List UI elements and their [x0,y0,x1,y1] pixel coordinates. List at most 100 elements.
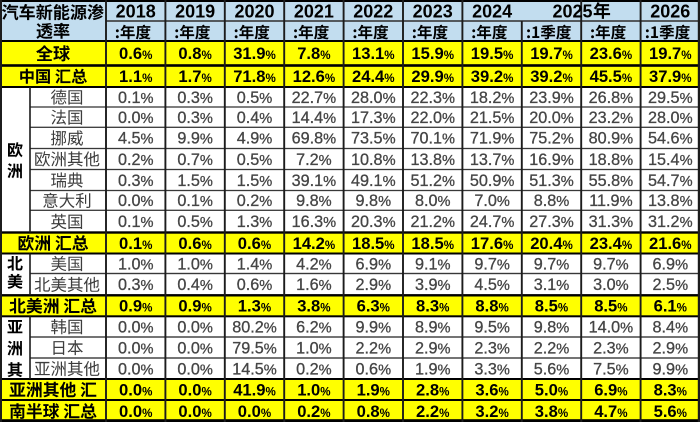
svg-text:9.7%: 9.7% [534,255,570,273]
svg-text:2.2%: 2.2% [356,339,392,357]
svg-text:5.6%: 5.6% [654,402,687,421]
svg-text:1.5%: 1.5% [237,172,273,190]
svg-text:0.4%: 0.4% [237,109,273,127]
svg-text:71.8%: 71.8% [233,67,276,86]
svg-text:1.0%: 1.0% [177,255,213,273]
svg-text:18.5%: 18.5% [352,234,395,253]
svg-text:5.0%: 5.0% [535,380,568,399]
svg-text:20.4%: 20.4% [530,234,573,253]
svg-text:0.8%: 0.8% [178,44,211,63]
svg-text:20.0%: 20.0% [529,109,574,127]
svg-text:1.9%: 1.9% [357,380,390,399]
svg-text:5.6%: 5.6% [534,360,570,378]
svg-text:4.2%: 4.2% [296,255,332,273]
svg-text:3.8%: 3.8% [297,297,330,316]
svg-text:9.9%: 9.9% [356,318,392,336]
svg-text:0.5%: 0.5% [177,213,213,231]
svg-text:0.6%: 0.6% [356,360,392,378]
svg-text:51.2%: 51.2% [410,172,455,190]
svg-text:1.1%: 1.1% [119,67,152,86]
svg-text:3.9%: 3.9% [415,276,451,294]
svg-text:9.7%: 9.7% [474,255,510,273]
svg-text:10.8%: 10.8% [351,151,396,169]
svg-text:14.0%: 14.0% [589,318,634,336]
svg-text:3.0%: 3.0% [593,276,629,294]
svg-text:2.3%: 2.3% [474,339,510,357]
svg-text:31.3%: 31.3% [589,213,634,231]
svg-text:1.0%: 1.0% [118,255,154,273]
svg-text:1.3%: 1.3% [237,213,273,231]
svg-text:0.5%: 0.5% [237,89,273,107]
svg-text:0.4%: 0.4% [177,276,213,294]
svg-text:51.3%: 51.3% [529,172,574,190]
svg-text:55.8%: 55.8% [589,172,634,190]
svg-text:15.4%: 15.4% [648,151,693,169]
svg-text:9.1%: 9.1% [415,255,451,273]
svg-text:11.9%: 11.9% [589,192,632,210]
svg-text:3.8%: 3.8% [535,402,568,421]
svg-text:0.0%: 0.0% [118,109,154,127]
svg-text:8.5%: 8.5% [535,297,568,316]
svg-text:4.5%: 4.5% [118,130,154,148]
svg-text:2019: 2019 [175,2,215,22]
svg-text:22.7%: 22.7% [292,89,337,107]
svg-text:0.8%: 0.8% [357,402,390,421]
svg-text:39.2%: 39.2% [530,67,573,86]
svg-text:18.5%: 18.5% [411,234,454,253]
svg-text:17.3%: 17.3% [351,109,396,127]
svg-text:1.6%: 1.6% [296,276,332,294]
svg-text:0.9%: 0.9% [119,297,152,316]
svg-text:70.1%: 70.1% [410,130,455,148]
svg-text:24.4%: 24.4% [352,67,395,86]
svg-text:6.9%: 6.9% [653,255,689,273]
svg-text:75.2%: 75.2% [529,130,574,148]
svg-text:0.1%: 0.1% [118,213,154,231]
svg-text:7.0%: 7.0% [474,192,510,210]
svg-text:4.7%: 4.7% [594,402,627,421]
svg-text:0.7%: 0.7% [177,151,213,169]
svg-text:2.9%: 2.9% [356,276,392,294]
svg-text:23.2%: 23.2% [589,109,634,127]
svg-text:1.9%: 1.9% [415,360,451,378]
svg-text:0.3%: 0.3% [118,172,154,190]
svg-text:14.2%: 14.2% [293,234,336,253]
svg-text:1.7%: 1.7% [178,67,211,86]
svg-text:8.4%: 8.4% [653,318,689,336]
svg-text:2026: 2026 [650,2,690,22]
svg-text:79.5%: 79.5% [232,339,277,357]
svg-text:29.9%: 29.9% [411,67,454,86]
svg-text:3.6%: 3.6% [475,380,508,399]
svg-text:2.9%: 2.9% [415,339,451,357]
svg-text:0.0%: 0.0% [119,380,152,399]
svg-text:29.5%: 29.5% [648,89,693,107]
svg-text:14.5%: 14.5% [232,360,277,378]
svg-text:0.5%: 0.5% [237,151,273,169]
svg-text:28.0%: 28.0% [351,89,396,107]
svg-text:0.0%: 0.0% [118,360,154,378]
svg-text:21.5%: 21.5% [470,109,515,127]
svg-text:18.2%: 18.2% [470,89,515,107]
svg-text:0.0%: 0.0% [177,360,213,378]
svg-text:1.5%: 1.5% [177,172,213,190]
svg-text:2.3%: 2.3% [593,339,629,357]
svg-text:0.3%: 0.3% [177,109,213,127]
svg-text:3.1%: 3.1% [534,276,570,294]
svg-text:23.6%: 23.6% [590,44,633,63]
svg-text:0.6%: 0.6% [178,234,211,253]
svg-text:31.2%: 31.2% [648,213,693,231]
svg-text:24.7%: 24.7% [470,213,515,231]
svg-text:31.9%: 31.9% [233,44,276,63]
svg-text:21.2%: 21.2% [410,213,455,231]
svg-text:54.6%: 54.6% [648,130,693,148]
svg-text:6.3%: 6.3% [357,297,390,316]
svg-text:0.6%: 0.6% [238,234,271,253]
svg-text:7.8%: 7.8% [297,44,330,63]
svg-text:1.3%: 1.3% [238,297,271,316]
svg-text:16.9%: 16.9% [529,151,574,169]
svg-text:0.0%: 0.0% [119,402,152,421]
svg-text:2025: 2025 [553,2,593,22]
svg-text:0.0%: 0.0% [118,318,154,336]
svg-text:22.3%: 22.3% [410,89,455,107]
svg-text:6.2%: 6.2% [296,318,332,336]
svg-text:0.6%: 0.6% [119,44,152,63]
